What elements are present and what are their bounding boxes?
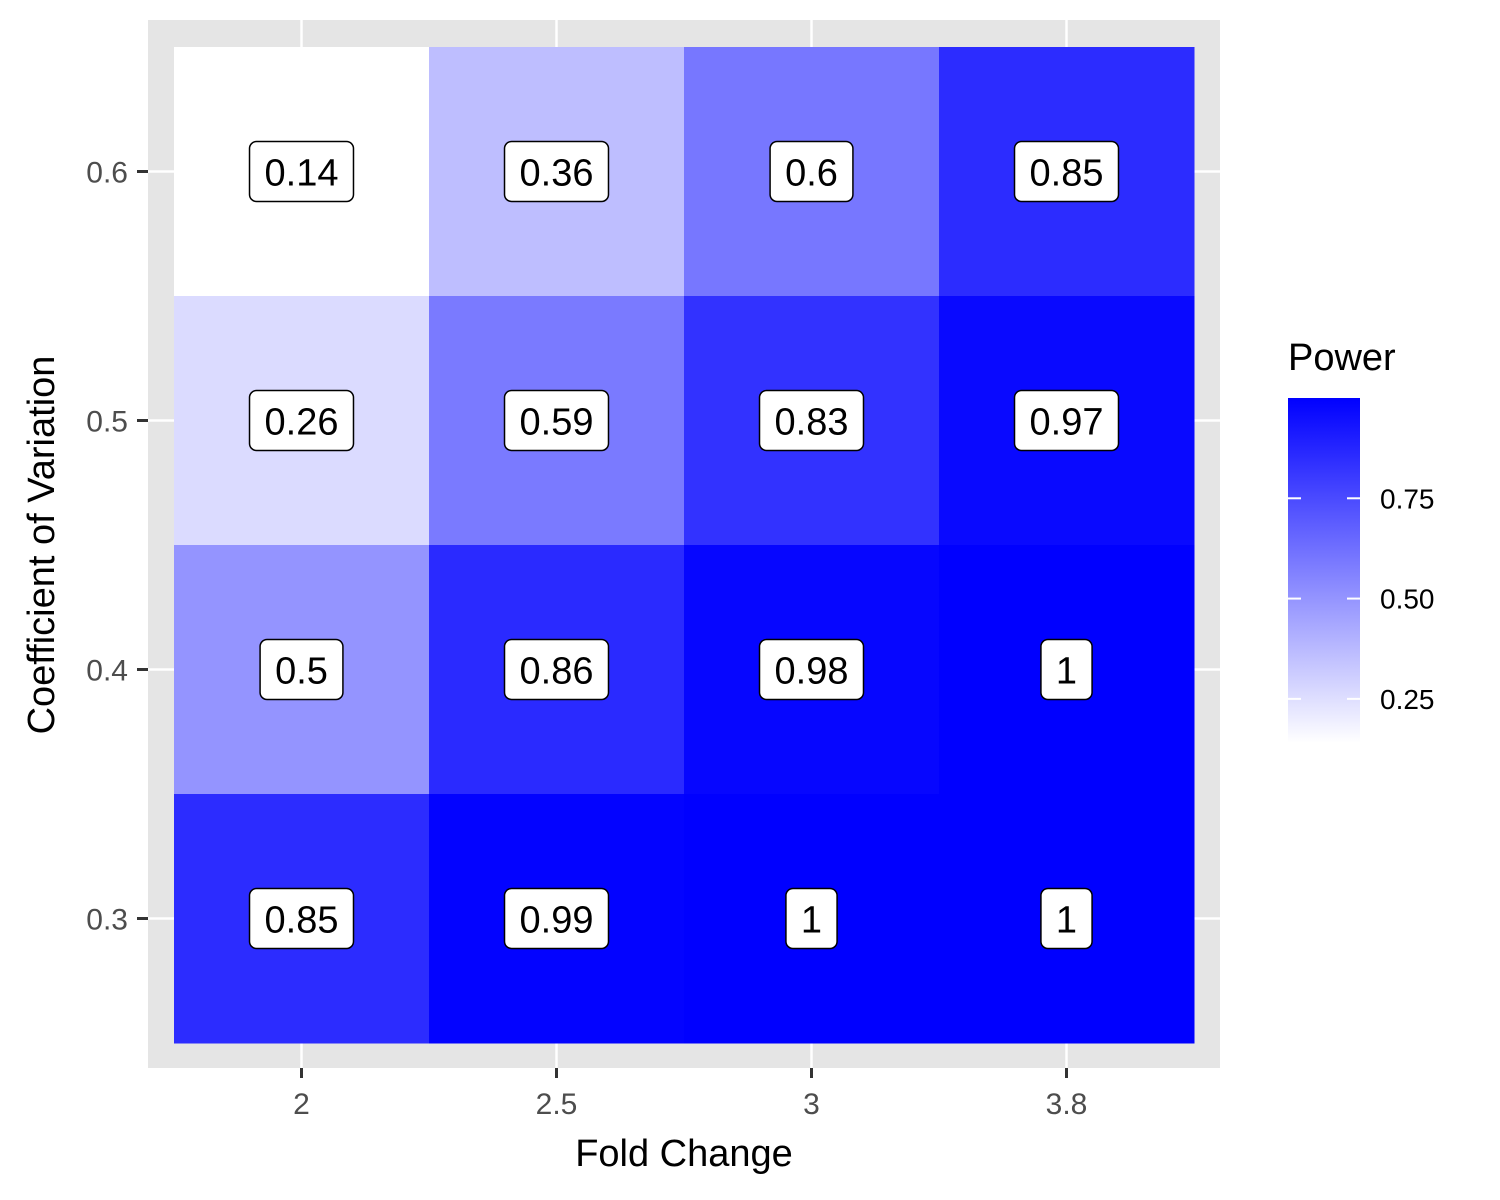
legend-tick-label: 0.25 <box>1380 684 1435 715</box>
cell-value-label: 0.97 <box>1030 402 1104 444</box>
cell-label-box <box>248 389 355 452</box>
cell-label-group: 0.83 <box>758 389 865 452</box>
cell-label-box <box>769 140 854 203</box>
cell-label-group: 0.86 <box>503 638 610 701</box>
cell-value-label: 0.36 <box>520 153 594 195</box>
legend-tick-label: 0.75 <box>1380 483 1435 514</box>
x-tick-label: 2.5 <box>536 1088 578 1121</box>
cell-label-group: 0.97 <box>1013 389 1120 452</box>
x-tick-label: 2 <box>293 1088 310 1121</box>
y-tick-label: 0.4 <box>86 655 128 688</box>
cell-label-group: 0.5 <box>259 638 344 701</box>
cell-label-group: 1 <box>1040 638 1093 701</box>
cell-value-label: 0.98 <box>775 651 849 693</box>
cell-value-label: 0.85 <box>1030 153 1104 195</box>
cell-label-group: 0.98 <box>758 638 865 701</box>
cell-label-group: 0.59 <box>503 389 610 452</box>
legend-ticks: 0.25 0.50 0.75 <box>1288 483 1435 715</box>
cell-label-group: 1 <box>1040 887 1093 950</box>
cell-labels: 0.14 0.36 0.6 0.85 0.26 0.59 0.83 0.97 0.5 0.86 0.… <box>248 140 1120 950</box>
cell-label-box <box>1040 887 1093 950</box>
legend-title: Power <box>1288 337 1396 379</box>
cell-value-label: 1 <box>801 900 822 942</box>
cell-value-label: 0.59 <box>520 402 594 444</box>
x-axis: 2 2.5 3 3.8 <box>293 1068 1087 1121</box>
cell-label-box <box>503 638 610 701</box>
cell-value-label: 1 <box>1056 900 1077 942</box>
cell-value-label: 0.86 <box>520 651 594 693</box>
y-tick-label: 0.6 <box>86 157 128 190</box>
cell-label-box <box>758 638 865 701</box>
cell-value-label: 0.83 <box>775 402 849 444</box>
cell-label-box <box>248 140 355 203</box>
cell-label-group: 0.99 <box>503 887 610 950</box>
cell-value-label: 1 <box>1056 651 1077 693</box>
x-tick-label: 3 <box>803 1088 820 1121</box>
cell-label-box <box>503 887 610 950</box>
cell-label-box <box>1013 140 1120 203</box>
cell-value-label: 0.5 <box>275 651 328 693</box>
y-axis: 0.3 0.4 0.5 0.6 <box>86 157 148 937</box>
cell-label-box <box>758 389 865 452</box>
y-tick-label: 0.5 <box>86 406 128 439</box>
x-axis-title: Fold Change <box>575 1133 793 1175</box>
x-tick-label: 3.8 <box>1046 1088 1088 1121</box>
cell-label-group: 0.26 <box>248 389 355 452</box>
legend-colorbar <box>1288 398 1360 743</box>
cell-label-group: 0.36 <box>503 140 610 203</box>
cell-value-label: 0.26 <box>265 402 339 444</box>
cell-label-group: 0.85 <box>1013 140 1120 203</box>
legend-tick-label: 0.50 <box>1380 584 1435 615</box>
y-tick-label: 0.3 <box>86 904 128 937</box>
cell-label-group: 1 <box>785 887 838 950</box>
cell-value-label: 0.14 <box>265 153 339 195</box>
cell-label-box <box>503 140 610 203</box>
y-axis-title: Coefficient of Variation <box>21 356 63 735</box>
cell-value-label: 0.85 <box>265 900 339 942</box>
cell-label-box <box>248 887 355 950</box>
cell-label-box <box>785 887 838 950</box>
cell-label-box <box>1013 389 1120 452</box>
cell-label-box <box>503 389 610 452</box>
cell-label-group: 0.6 <box>769 140 854 203</box>
cell-label-box <box>1040 638 1093 701</box>
cell-label-group: 0.85 <box>248 887 355 950</box>
cell-label-group: 0.14 <box>248 140 355 203</box>
color-legend: Power 0.25 0.50 0.75 <box>1288 337 1435 743</box>
cell-value-label: 0.6 <box>785 153 838 195</box>
cell-label-box <box>259 638 344 701</box>
cell-value-label: 0.99 <box>520 900 594 942</box>
